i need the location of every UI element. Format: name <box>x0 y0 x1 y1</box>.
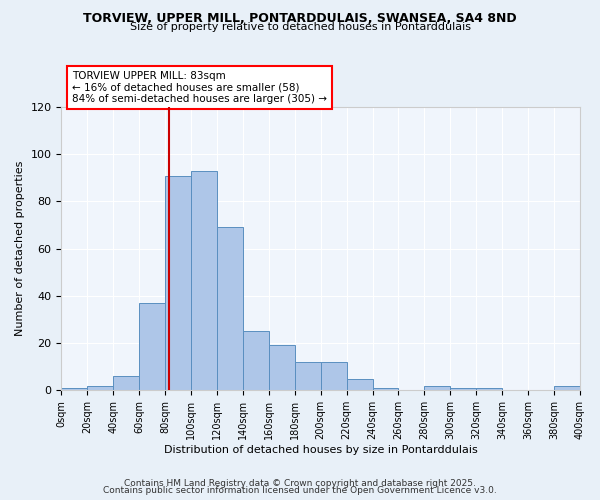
Y-axis label: Number of detached properties: Number of detached properties <box>15 161 25 336</box>
Bar <box>269 346 295 391</box>
Bar <box>321 362 347 390</box>
Bar <box>373 388 398 390</box>
Text: TORVIEW UPPER MILL: 83sqm
← 16% of detached houses are smaller (58)
84% of semi-: TORVIEW UPPER MILL: 83sqm ← 16% of detac… <box>72 71 327 104</box>
Bar <box>113 376 139 390</box>
X-axis label: Distribution of detached houses by size in Pontarddulais: Distribution of detached houses by size … <box>164 445 478 455</box>
Bar <box>243 332 269 390</box>
Bar <box>476 388 502 390</box>
Bar <box>139 303 165 390</box>
Bar <box>347 378 373 390</box>
Text: Contains public sector information licensed under the Open Government Licence v3: Contains public sector information licen… <box>103 486 497 495</box>
Bar <box>554 386 580 390</box>
Text: Contains HM Land Registry data © Crown copyright and database right 2025.: Contains HM Land Registry data © Crown c… <box>124 478 476 488</box>
Bar <box>88 386 113 390</box>
Bar <box>295 362 321 390</box>
Bar <box>451 388 476 390</box>
Text: Size of property relative to detached houses in Pontarddulais: Size of property relative to detached ho… <box>130 22 470 32</box>
Bar <box>61 388 88 390</box>
Text: TORVIEW, UPPER MILL, PONTARDDULAIS, SWANSEA, SA4 8ND: TORVIEW, UPPER MILL, PONTARDDULAIS, SWAN… <box>83 12 517 26</box>
Bar <box>424 386 451 390</box>
Bar <box>165 176 191 390</box>
Bar <box>191 171 217 390</box>
Bar <box>217 228 243 390</box>
